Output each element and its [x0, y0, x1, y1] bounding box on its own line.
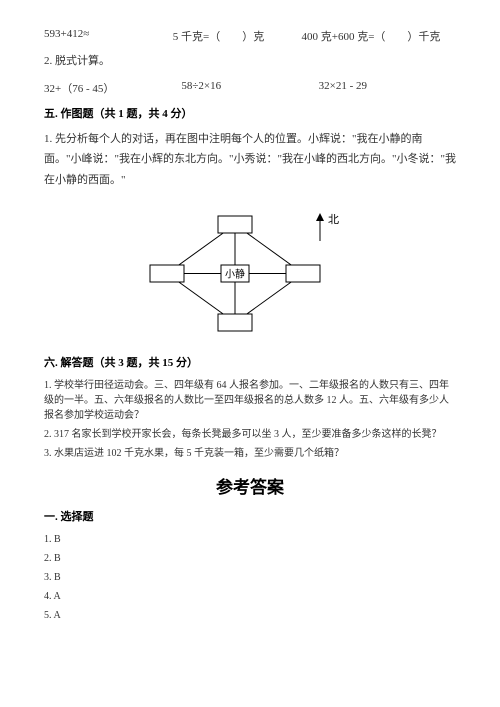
svg-text:小静: 小静: [225, 268, 245, 281]
diagram-svg: 小静 北: [145, 201, 355, 346]
svg-text:北: 北: [328, 213, 339, 226]
section-5-q1: 1. 先分析每个人的对话，再在图中注明每个人的位置。小辉说："我在小静的南面。"…: [44, 129, 456, 192]
calc-2: 58÷2×16: [181, 80, 318, 96]
section-6-q1: 1. 学校举行田径运动会。三、四年级有 64 人报名参加。一、二年级报名的人数只…: [44, 378, 456, 423]
answer-item: 3. B: [44, 570, 456, 585]
choice-heading: 一. 选择题: [44, 508, 456, 524]
expr-3: 400 克+600 克=（ ）千克: [302, 28, 457, 44]
fill-blank-row: 593+412≈ 5 千克=（ ）克 400 克+600 克=（ ）千克: [44, 28, 456, 44]
answer-item: 5. A: [44, 608, 456, 623]
calc-1: 32+（76 - 45）: [44, 80, 181, 96]
section-5-heading: 五. 作图题（共 1 题，共 4 分）: [44, 105, 456, 121]
answer-item: 1. B: [44, 532, 456, 547]
answers-title: 参考答案: [44, 473, 456, 498]
expr-1: 593+412≈: [44, 28, 173, 44]
section-6-q3: 3. 水果店运进 102 千克水果，每 5 千克装一箱，至少需要几个纸箱？: [44, 446, 456, 461]
position-diagram: 小静 北: [44, 201, 456, 346]
expr-2: 5 千克=（ ）克: [173, 28, 302, 44]
section-6-heading: 六. 解答题（共 3 题，共 15 分）: [44, 354, 456, 370]
answer-item: 2. B: [44, 551, 456, 566]
calc-row: 32+（76 - 45） 58÷2×16 32×21 - 29: [44, 80, 456, 96]
answer-item: 4. A: [44, 589, 456, 604]
calc-3: 32×21 - 29: [319, 80, 456, 96]
calc-label: 2. 脱式计算。: [44, 53, 456, 71]
section-6-q2: 2. 317 名家长到学校开家长会，每条长凳最多可以坐 3 人，至少要准备多少条…: [44, 427, 456, 442]
answers-list: 1. B 2. B 3. B 4. A 5. A: [44, 532, 456, 623]
